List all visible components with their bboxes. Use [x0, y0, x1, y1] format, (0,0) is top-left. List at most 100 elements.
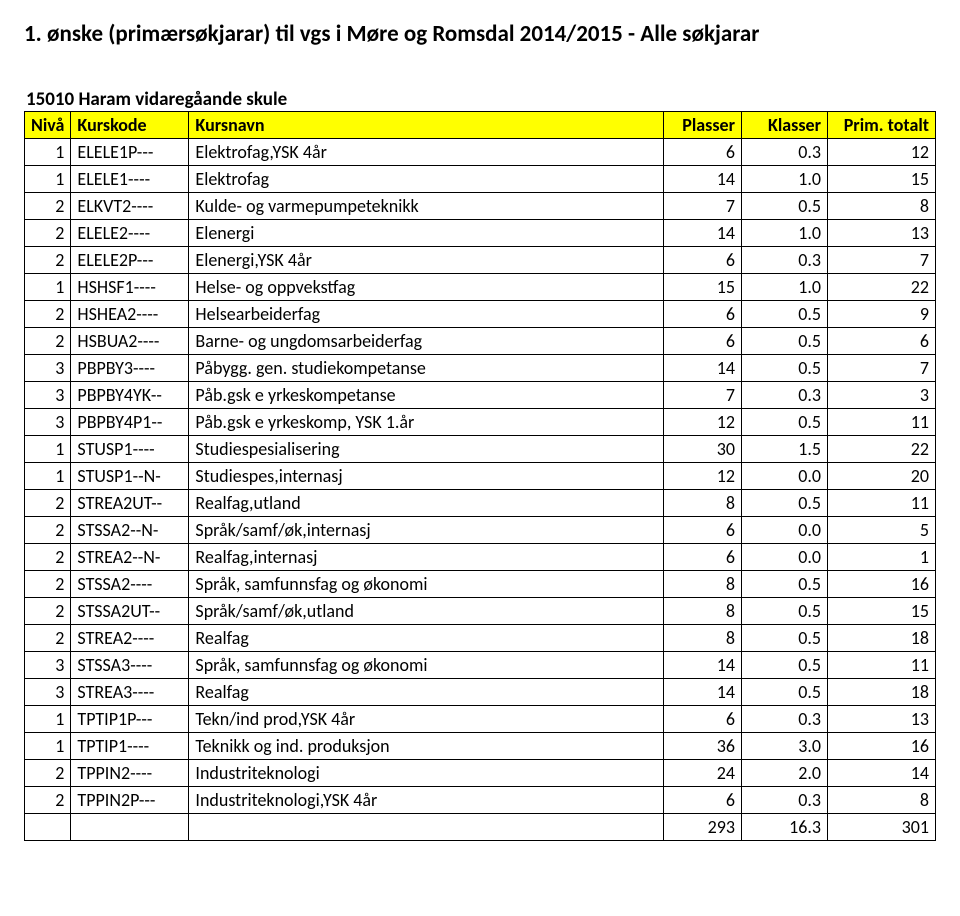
- cell-plasser: 14: [664, 679, 742, 706]
- cell-kurskode: STSSA2----: [71, 571, 189, 598]
- cell-plasser: 30: [664, 436, 742, 463]
- cell-prim: 22: [828, 274, 936, 301]
- cell-kurskode: TPPIN2P---: [71, 787, 189, 814]
- table-row: 3PBPBY4P1--Påb.gsk e yrkeskomp, YSK 1.år…: [25, 409, 936, 436]
- cell-klasser: 0.0: [742, 463, 828, 490]
- cell-niva: 1: [25, 274, 71, 301]
- cell-plasser: 12: [664, 463, 742, 490]
- cell-plasser: 7: [664, 193, 742, 220]
- cell-kursnavn: Realfag,utland: [189, 490, 664, 517]
- cell-plasser: 6: [664, 139, 742, 166]
- cell-prim: 11: [828, 409, 936, 436]
- cell-kursnavn: Industriteknologi,YSK 4år: [189, 787, 664, 814]
- cell-plasser: 14: [664, 166, 742, 193]
- table-row: 1TPTIP1----Teknikk og ind. produksjon363…: [25, 733, 936, 760]
- table-row: 3PBPBY3----Påbygg. gen. studiekompetanse…: [25, 355, 936, 382]
- cell-kurskode: STREA2UT--: [71, 490, 189, 517]
- cell-klasser: 0.5: [742, 355, 828, 382]
- cell-prim: 13: [828, 220, 936, 247]
- cell-niva: 2: [25, 760, 71, 787]
- totals-plasser: 293: [664, 814, 742, 841]
- cell-niva: 2: [25, 625, 71, 652]
- cell-klasser: 0.5: [742, 625, 828, 652]
- table-row: 3PBPBY4YK--Påb.gsk e yrkeskompetanse70.3…: [25, 382, 936, 409]
- cell-kursnavn: Språk/samf/øk,internasj: [189, 517, 664, 544]
- cell-kurskode: PBPBY3----: [71, 355, 189, 382]
- cell-niva: 2: [25, 220, 71, 247]
- cell-kurskode: STSSA2UT--: [71, 598, 189, 625]
- school-name: 15010 Haram vidaregåande skule: [24, 88, 936, 111]
- cell-kurskode: PBPBY4YK--: [71, 382, 189, 409]
- cell-prim: 5: [828, 517, 936, 544]
- cell-niva: 2: [25, 544, 71, 571]
- table-row: 2STREA2UT--Realfag,utland80.511: [25, 490, 936, 517]
- cell-prim: 14: [828, 760, 936, 787]
- cell-plasser: 6: [664, 328, 742, 355]
- cell-niva: 3: [25, 409, 71, 436]
- cell-prim: 15: [828, 598, 936, 625]
- cell-kurskode: TPTIP1----: [71, 733, 189, 760]
- cell-klasser: 0.5: [742, 571, 828, 598]
- cell-prim: 11: [828, 490, 936, 517]
- cell-kursnavn: Industriteknologi: [189, 760, 664, 787]
- table-row: 1TPTIP1P---Tekn/ind prod,YSK 4år60.313: [25, 706, 936, 733]
- cell-prim: 8: [828, 193, 936, 220]
- cell-prim: 13: [828, 706, 936, 733]
- cell-kursnavn: Påb.gsk e yrkeskomp, YSK 1.år: [189, 409, 664, 436]
- cell-niva: 1: [25, 436, 71, 463]
- cell-plasser: 6: [664, 247, 742, 274]
- cell-kurskode: TPPIN2----: [71, 760, 189, 787]
- cell-plasser: 7: [664, 382, 742, 409]
- cell-kurskode: TPTIP1P---: [71, 706, 189, 733]
- totals-empty: [189, 814, 664, 841]
- cell-kursnavn: Realfag,internasj: [189, 544, 664, 571]
- cell-kurskode: STUSP1----: [71, 436, 189, 463]
- table-row: 2STSSA2--N-Språk/samf/øk,internasj60.05: [25, 517, 936, 544]
- cell-kurskode: ELELE1P---: [71, 139, 189, 166]
- cell-kurskode: STREA3----: [71, 679, 189, 706]
- cell-plasser: 15: [664, 274, 742, 301]
- cell-niva: 1: [25, 463, 71, 490]
- col-klasser: Klasser: [742, 112, 828, 139]
- cell-niva: 2: [25, 571, 71, 598]
- cell-klasser: 0.3: [742, 706, 828, 733]
- header-row: Nivå Kurskode Kursnavn Plasser Klasser P…: [25, 112, 936, 139]
- cell-prim: 12: [828, 139, 936, 166]
- cell-kursnavn: Realfag: [189, 679, 664, 706]
- cell-kursnavn: Teknikk og ind. produksjon: [189, 733, 664, 760]
- table-row: 1ELELE1----Elektrofag141.015: [25, 166, 936, 193]
- cell-klasser: 0.5: [742, 679, 828, 706]
- cell-niva: 3: [25, 652, 71, 679]
- table-row: 2ELELE2P---Elenergi,YSK 4år60.37: [25, 247, 936, 274]
- cell-plasser: 14: [664, 652, 742, 679]
- cell-prim: 6: [828, 328, 936, 355]
- cell-prim: 11: [828, 652, 936, 679]
- cell-niva: 2: [25, 328, 71, 355]
- cell-klasser: 1.0: [742, 274, 828, 301]
- cell-kursnavn: Elektrofag: [189, 166, 664, 193]
- col-plasser: Plasser: [664, 112, 742, 139]
- cell-kursnavn: Barne- og ungdomsarbeiderfag: [189, 328, 664, 355]
- cell-kurskode: STUSP1--N-: [71, 463, 189, 490]
- cell-kurskode: HSBUA2----: [71, 328, 189, 355]
- totals-empty: [25, 814, 71, 841]
- cell-kursnavn: Helse- og oppvekstfag: [189, 274, 664, 301]
- cell-kursnavn: Elektrofag,YSK 4år: [189, 139, 664, 166]
- col-prim: Prim. totalt: [828, 112, 936, 139]
- cell-kursnavn: Realfag: [189, 625, 664, 652]
- cell-kurskode: HSHSF1----: [71, 274, 189, 301]
- cell-klasser: 0.5: [742, 193, 828, 220]
- cell-klasser: 0.5: [742, 598, 828, 625]
- cell-prim: 18: [828, 625, 936, 652]
- cell-kurskode: STREA2----: [71, 625, 189, 652]
- cell-prim: 15: [828, 166, 936, 193]
- cell-kurskode: ELKVT2----: [71, 193, 189, 220]
- cell-klasser: 0.3: [742, 247, 828, 274]
- cell-kursnavn: Påbygg. gen. studiekompetanse: [189, 355, 664, 382]
- cell-niva: 3: [25, 679, 71, 706]
- cell-klasser: 3.0: [742, 733, 828, 760]
- cell-plasser: 8: [664, 625, 742, 652]
- cell-kurskode: HSHEA2----: [71, 301, 189, 328]
- cell-plasser: 8: [664, 571, 742, 598]
- table-row: 2TPPIN2----Industriteknologi242.014: [25, 760, 936, 787]
